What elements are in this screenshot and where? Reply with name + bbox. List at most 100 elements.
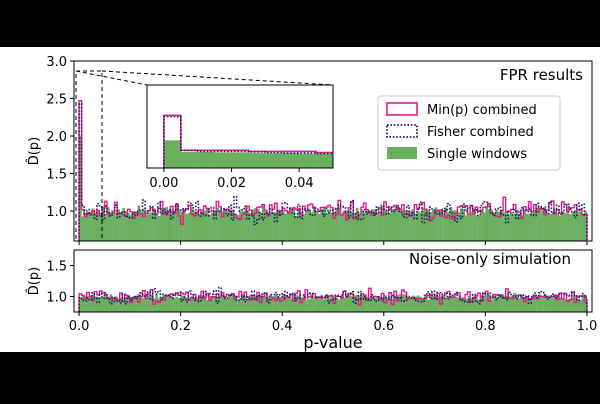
single-windows-bar bbox=[325, 295, 329, 312]
single-windows-bar bbox=[107, 296, 110, 312]
single-windows-bar bbox=[162, 295, 166, 312]
single-windows-bar bbox=[170, 296, 174, 312]
single-windows-bar bbox=[183, 295, 186, 312]
single-windows-bar bbox=[299, 297, 303, 312]
single-windows-bar bbox=[320, 295, 323, 312]
single-windows-bar bbox=[452, 210, 456, 241]
single-windows-bar bbox=[376, 297, 379, 312]
bottom-panel: 1.0 1.5 0.0 0.2 0.4 0.6 0.8 1.0 Noise-only sim… bbox=[27, 249, 597, 352]
single-windows-bar bbox=[208, 214, 212, 241]
single-windows-bar bbox=[416, 211, 420, 241]
single-windows-bar bbox=[477, 299, 481, 312]
single-windows-bar bbox=[307, 208, 311, 241]
single-windows-bar bbox=[327, 211, 331, 241]
single-windows-bar bbox=[358, 296, 362, 312]
single-windows-bar bbox=[256, 294, 260, 312]
single-windows-bar bbox=[531, 296, 534, 312]
single-windows-bar bbox=[165, 294, 169, 312]
single-windows-bar bbox=[513, 292, 516, 312]
single-windows-bar bbox=[239, 298, 242, 312]
single-windows-bar bbox=[523, 297, 527, 312]
single-windows-bar bbox=[457, 297, 461, 312]
single-windows-bar bbox=[282, 293, 285, 312]
single-windows-bar bbox=[477, 215, 481, 241]
inset-frame bbox=[146, 84, 334, 169]
single-windows-bar bbox=[381, 206, 384, 241]
single-windows-bar bbox=[223, 296, 227, 312]
single-windows-bar bbox=[442, 212, 445, 241]
single-windows-bar bbox=[277, 296, 280, 312]
single-windows-bar bbox=[264, 295, 268, 312]
single-windows-bar bbox=[292, 208, 296, 241]
single-windows-bar bbox=[541, 296, 544, 312]
inset-single-bar bbox=[282, 153, 300, 168]
single-windows-bar bbox=[495, 209, 499, 241]
single-windows-bar bbox=[561, 298, 565, 312]
single-windows-bar bbox=[327, 297, 331, 312]
single-windows-bar bbox=[122, 297, 125, 312]
single-windows-bar bbox=[576, 211, 580, 241]
single-windows-bar bbox=[409, 298, 412, 312]
single-windows-bar bbox=[246, 210, 250, 241]
single-windows-bar bbox=[566, 299, 570, 312]
single-windows-bar bbox=[114, 212, 118, 241]
single-windows-bar bbox=[249, 294, 252, 312]
single-windows-bar bbox=[310, 212, 313, 241]
single-windows-bar bbox=[401, 294, 405, 312]
single-windows-bar bbox=[193, 297, 197, 312]
single-windows-bar bbox=[531, 212, 534, 241]
single-windows-bar bbox=[279, 211, 283, 241]
single-windows-bar bbox=[305, 299, 308, 312]
single-windows-bar bbox=[147, 212, 151, 241]
single-windows-bar bbox=[462, 210, 466, 241]
single-windows-bar bbox=[348, 294, 351, 312]
single-windows-bar bbox=[345, 211, 349, 241]
single-windows-bar bbox=[548, 298, 552, 312]
single-windows-bar bbox=[558, 297, 562, 312]
single-windows-bar bbox=[294, 216, 298, 241]
single-windows-bar bbox=[310, 293, 313, 312]
single-windows-bar bbox=[396, 206, 400, 241]
single-windows-bar bbox=[368, 210, 372, 241]
single-windows-bar bbox=[366, 210, 369, 241]
inset-single-bar bbox=[265, 153, 283, 168]
single-windows-bar bbox=[145, 214, 148, 241]
legend-swatch-fisher bbox=[386, 124, 418, 138]
single-windows-bar bbox=[96, 211, 100, 241]
single-windows-bar bbox=[183, 210, 186, 241]
single-windows-bar bbox=[236, 300, 240, 312]
single-windows-bar bbox=[167, 295, 171, 312]
legend: Min(p) combined Fisher combined Single w… bbox=[377, 95, 561, 171]
single-windows-bar bbox=[193, 213, 197, 241]
single-windows-bar bbox=[246, 298, 250, 312]
single-windows-bar bbox=[282, 210, 285, 241]
single-windows-bar bbox=[292, 293, 296, 312]
single-windows-bar bbox=[274, 212, 278, 241]
single-windows-bar bbox=[459, 208, 463, 241]
single-windows-bar bbox=[475, 294, 478, 312]
single-windows-bar bbox=[322, 299, 326, 312]
single-windows-bar bbox=[437, 296, 440, 312]
single-windows-bar bbox=[330, 212, 334, 241]
single-windows-bar bbox=[447, 296, 450, 312]
single-windows-bar bbox=[373, 298, 377, 312]
bottom-axes-frame bbox=[73, 249, 593, 313]
single-windows-bar bbox=[424, 295, 428, 312]
single-windows-bar bbox=[127, 295, 131, 312]
single-windows-bar bbox=[508, 296, 511, 312]
single-windows-bar bbox=[378, 212, 382, 241]
single-windows-bar bbox=[406, 210, 410, 241]
single-windows-bar bbox=[272, 211, 275, 241]
single-windows-bar bbox=[254, 295, 257, 312]
single-windows-bar bbox=[383, 294, 387, 312]
single-windows-bar bbox=[480, 208, 483, 241]
single-windows-bar bbox=[500, 211, 504, 241]
single-windows-bar bbox=[378, 298, 382, 312]
single-windows-bar bbox=[231, 209, 235, 241]
single-windows-bar bbox=[498, 294, 501, 312]
single-windows-bar bbox=[117, 298, 120, 312]
single-windows-bar bbox=[470, 211, 473, 241]
single-windows-bar bbox=[203, 210, 207, 241]
single-windows-bar bbox=[495, 297, 499, 312]
single-windows-bar bbox=[272, 296, 275, 312]
